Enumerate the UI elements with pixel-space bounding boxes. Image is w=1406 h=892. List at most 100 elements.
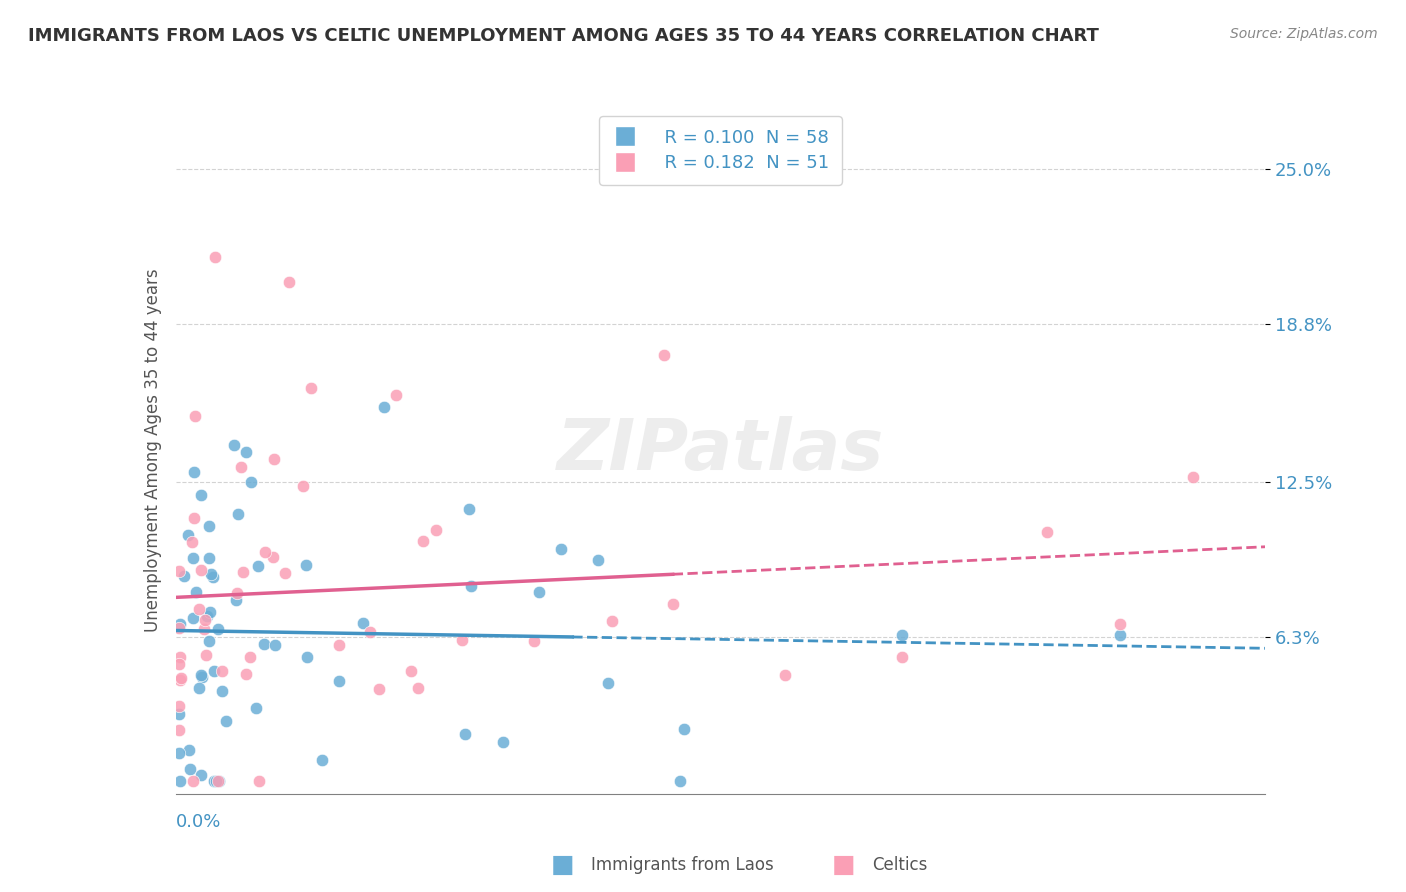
Point [204,250,226,264]
Point [202,664,225,678]
Point [1109,628,1132,642]
Point [183,511,205,525]
Point [523,634,546,648]
Point [197,519,219,533]
Point [169,621,191,635]
Point [249,774,271,789]
Point [1181,469,1204,483]
Point [457,501,479,516]
Text: Immigrants from Laos: Immigrants from Laos [591,856,773,874]
Point [600,614,623,628]
Point [169,565,191,579]
Point [1109,617,1132,632]
Point [198,550,221,565]
Point [668,774,690,789]
Point [264,638,287,652]
Point [247,559,270,574]
Point [299,381,322,395]
Point [169,747,191,761]
Y-axis label: Unemployment Among Ages 35 to 44 years: Unemployment Among Ages 35 to 44 years [143,268,162,632]
Text: ZIPatlas: ZIPatlas [557,416,884,485]
Point [412,534,434,549]
Point [173,569,195,583]
Point [385,387,408,401]
Point [211,665,233,679]
Point [232,566,254,580]
Point [205,774,228,789]
Point [187,601,209,615]
Point [240,475,263,490]
Point [373,400,395,414]
Point [311,753,333,767]
Point [202,774,225,789]
Point [208,774,231,789]
Point [169,774,191,789]
Point [183,465,205,479]
Text: IMMIGRANTS FROM LAOS VS CELTIC UNEMPLOYMENT AMONG AGES 35 TO 44 YEARS CORRELATIO: IMMIGRANTS FROM LAOS VS CELTIC UNEMPLOYM… [28,27,1099,45]
Text: ■: ■ [551,854,574,877]
Point [200,567,222,582]
Point [194,613,217,627]
Point [235,444,257,458]
Text: 0.0%: 0.0% [176,814,221,831]
Point [191,670,214,684]
Point [190,488,212,502]
Point [406,681,429,695]
Point [207,774,229,789]
Point [195,608,218,623]
Point [295,558,318,572]
Point [195,648,218,662]
Point [183,774,205,789]
Point [328,673,350,688]
Legend:   R = 0.100  N = 58,   R = 0.182  N = 51: R = 0.100 N = 58, R = 0.182 N = 51 [599,116,842,185]
Point [190,768,212,782]
Point [492,735,515,749]
Point [224,438,246,452]
Point [399,665,422,679]
Point [550,542,572,557]
Point [169,657,191,671]
Text: ■: ■ [832,854,855,877]
Point [450,633,472,648]
Point [235,667,257,681]
Point [169,649,191,664]
Point [262,549,284,564]
Point [295,650,318,665]
Point [254,545,277,559]
Point [197,634,219,648]
Point [891,628,914,642]
Point [198,605,221,619]
Point [278,275,301,289]
Point [673,722,696,736]
Point [586,553,609,567]
Point [190,563,212,577]
Point [239,649,262,664]
Point [352,615,374,630]
Text: Source: ZipAtlas.com: Source: ZipAtlas.com [1230,27,1378,41]
Point [169,698,191,713]
Point [652,348,675,362]
Point [169,673,191,687]
Point [460,578,482,592]
Point [179,763,201,777]
Point [207,623,229,637]
Point [226,507,249,521]
Point [245,701,267,715]
Point [201,569,224,583]
Point [181,550,204,565]
Point [170,671,193,685]
Point [184,409,207,423]
Point [193,622,215,636]
Point [190,667,212,681]
Point [177,527,200,541]
Point [211,683,233,698]
Point [263,452,285,467]
Point [177,743,200,757]
Point [225,593,247,607]
Point [274,566,297,581]
Point [527,585,550,599]
Point [596,675,619,690]
Point [291,478,314,492]
Point [454,726,477,740]
Point [215,714,238,729]
